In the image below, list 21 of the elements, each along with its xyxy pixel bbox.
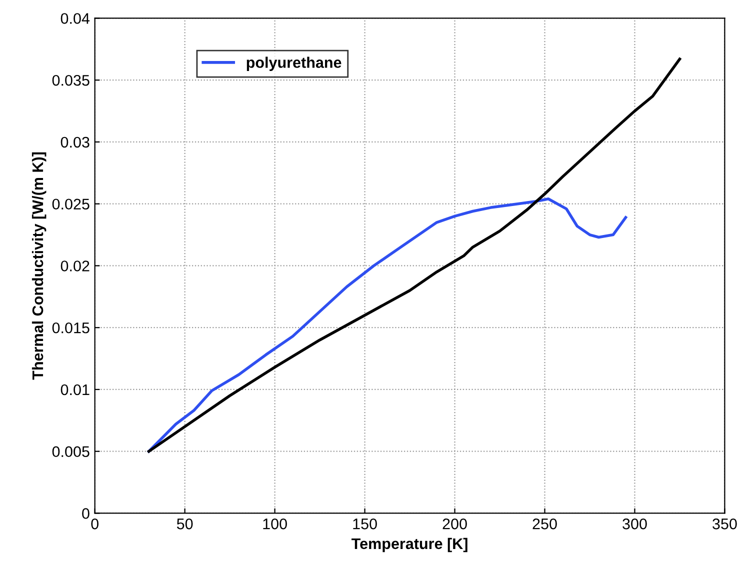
x-axis-title: Temperature [K]: [352, 538, 468, 552]
y-tick-label: 0.01: [60, 384, 90, 396]
x-tick-label: 100: [263, 518, 287, 530]
y-tick-label: 0: [82, 508, 90, 519]
y-tick-label: 0.015: [52, 322, 90, 334]
y-tick-label: 0.025: [52, 198, 90, 210]
x-tick-label: 150: [353, 518, 377, 530]
legend-label: polyurethane: [246, 56, 342, 71]
x-tick-label: 350: [712, 518, 737, 530]
x-tick-label: 200: [442, 518, 467, 530]
x-tick-label: 0: [91, 518, 98, 530]
y-tick-label: 0.04: [60, 13, 90, 24]
y-tick-label: 0.03: [60, 136, 90, 148]
line-series: [147, 58, 682, 453]
x-tick-label: 300: [622, 518, 647, 530]
x-tick-label: 250: [532, 518, 557, 530]
x-tick-label: 50: [176, 518, 193, 530]
y-tick-label: 0.02: [60, 260, 90, 272]
y-axis-title: Thermal Conductivity [W/(m K)]: [32, 152, 46, 380]
y-tick-label: 0.005: [52, 446, 90, 458]
y-tick-label: 0.035: [52, 74, 90, 86]
